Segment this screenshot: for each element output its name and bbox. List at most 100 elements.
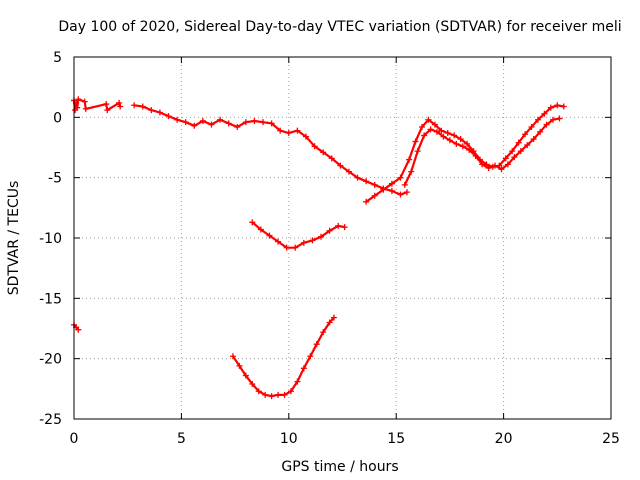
data-point — [328, 155, 335, 162]
data-point — [556, 115, 563, 122]
data-point — [75, 326, 82, 333]
data-point — [225, 120, 232, 127]
series-arc-3 — [401, 115, 563, 188]
data-point — [412, 138, 419, 145]
data-point — [541, 110, 548, 117]
data-point — [446, 137, 453, 144]
data-point — [249, 219, 256, 226]
data-point — [476, 156, 483, 163]
data-point — [242, 372, 249, 379]
y-tick-label: -20 — [39, 352, 62, 368]
data-point — [401, 181, 408, 188]
y-tick-label: 0 — [53, 110, 62, 126]
data-point — [165, 113, 172, 120]
data-point — [335, 222, 342, 229]
series-line — [251, 221, 346, 249]
data-point — [156, 109, 163, 116]
series-layer — [71, 96, 567, 400]
series-line — [365, 104, 565, 203]
data-point — [318, 233, 325, 240]
y-tick-label: -5 — [48, 171, 62, 187]
data-point — [236, 362, 243, 369]
x-tick-label: 25 — [602, 431, 620, 447]
data-point — [131, 102, 138, 109]
data-point — [281, 391, 288, 398]
data-point — [504, 161, 511, 168]
data-point — [543, 121, 550, 128]
x-tick-label: 20 — [495, 431, 513, 447]
data-point — [234, 123, 241, 130]
data-point — [294, 378, 301, 385]
data-point — [260, 119, 267, 126]
data-point — [307, 353, 314, 360]
data-point — [182, 119, 189, 126]
data-point — [397, 191, 404, 198]
data-point — [174, 116, 181, 123]
x-tick-label: 10 — [280, 431, 298, 447]
series-arc-6 — [229, 314, 337, 400]
data-point — [275, 391, 282, 398]
x-axis-label: GPS time / hours — [281, 459, 398, 475]
y-tick-label: -15 — [39, 291, 62, 307]
data-point — [326, 227, 333, 234]
data-point — [483, 161, 490, 168]
axes-layer: 0 5 10 15 20 25 5 0 -5 -10 -15 -20 -25 — [39, 50, 620, 447]
data-point — [326, 319, 333, 326]
data-point — [363, 178, 370, 185]
data-point — [524, 142, 531, 149]
data-point — [275, 238, 282, 245]
data-point — [408, 168, 415, 175]
data-point — [104, 107, 111, 114]
data-point — [403, 189, 410, 196]
data-point — [103, 101, 110, 108]
data-point — [251, 117, 258, 124]
data-point — [345, 168, 352, 175]
series-arc-5 — [249, 219, 348, 251]
data-point — [371, 181, 378, 188]
data-point — [496, 162, 503, 169]
data-point — [457, 136, 464, 143]
series-arc-2 — [131, 102, 410, 198]
data-point — [528, 123, 535, 130]
data-point — [139, 103, 146, 110]
data-point — [249, 381, 256, 388]
data-point — [509, 148, 516, 155]
grid-layer — [74, 57, 611, 419]
data-point — [502, 155, 509, 162]
data-point — [406, 156, 413, 163]
data-point — [266, 232, 273, 239]
data-point — [313, 341, 320, 348]
data-point — [257, 226, 264, 233]
data-point — [425, 116, 432, 123]
y-axis-label: SDTVAR / TECUs — [6, 181, 22, 296]
data-point — [294, 127, 301, 134]
data-point — [148, 107, 155, 114]
data-point — [431, 121, 438, 128]
data-point — [363, 198, 370, 205]
data-point — [522, 131, 529, 138]
data-point — [427, 126, 434, 133]
data-point — [191, 122, 198, 129]
data-point — [354, 174, 361, 181]
data-point — [517, 148, 524, 155]
x-tick-label: 15 — [387, 431, 405, 447]
data-point — [309, 237, 316, 244]
data-point — [388, 180, 395, 187]
data-point — [511, 154, 518, 161]
data-point — [268, 120, 275, 127]
data-point — [302, 133, 309, 140]
data-point — [421, 132, 428, 139]
data-point — [330, 314, 337, 321]
data-point — [537, 128, 544, 135]
data-point — [311, 143, 318, 150]
data-point — [320, 329, 327, 336]
data-point — [320, 149, 327, 156]
data-point — [459, 143, 466, 150]
data-point — [300, 239, 307, 246]
data-point — [451, 132, 458, 139]
data-point — [418, 123, 425, 130]
x-tick-label: 5 — [177, 431, 186, 447]
series-line — [72, 98, 122, 112]
data-point — [554, 102, 561, 109]
